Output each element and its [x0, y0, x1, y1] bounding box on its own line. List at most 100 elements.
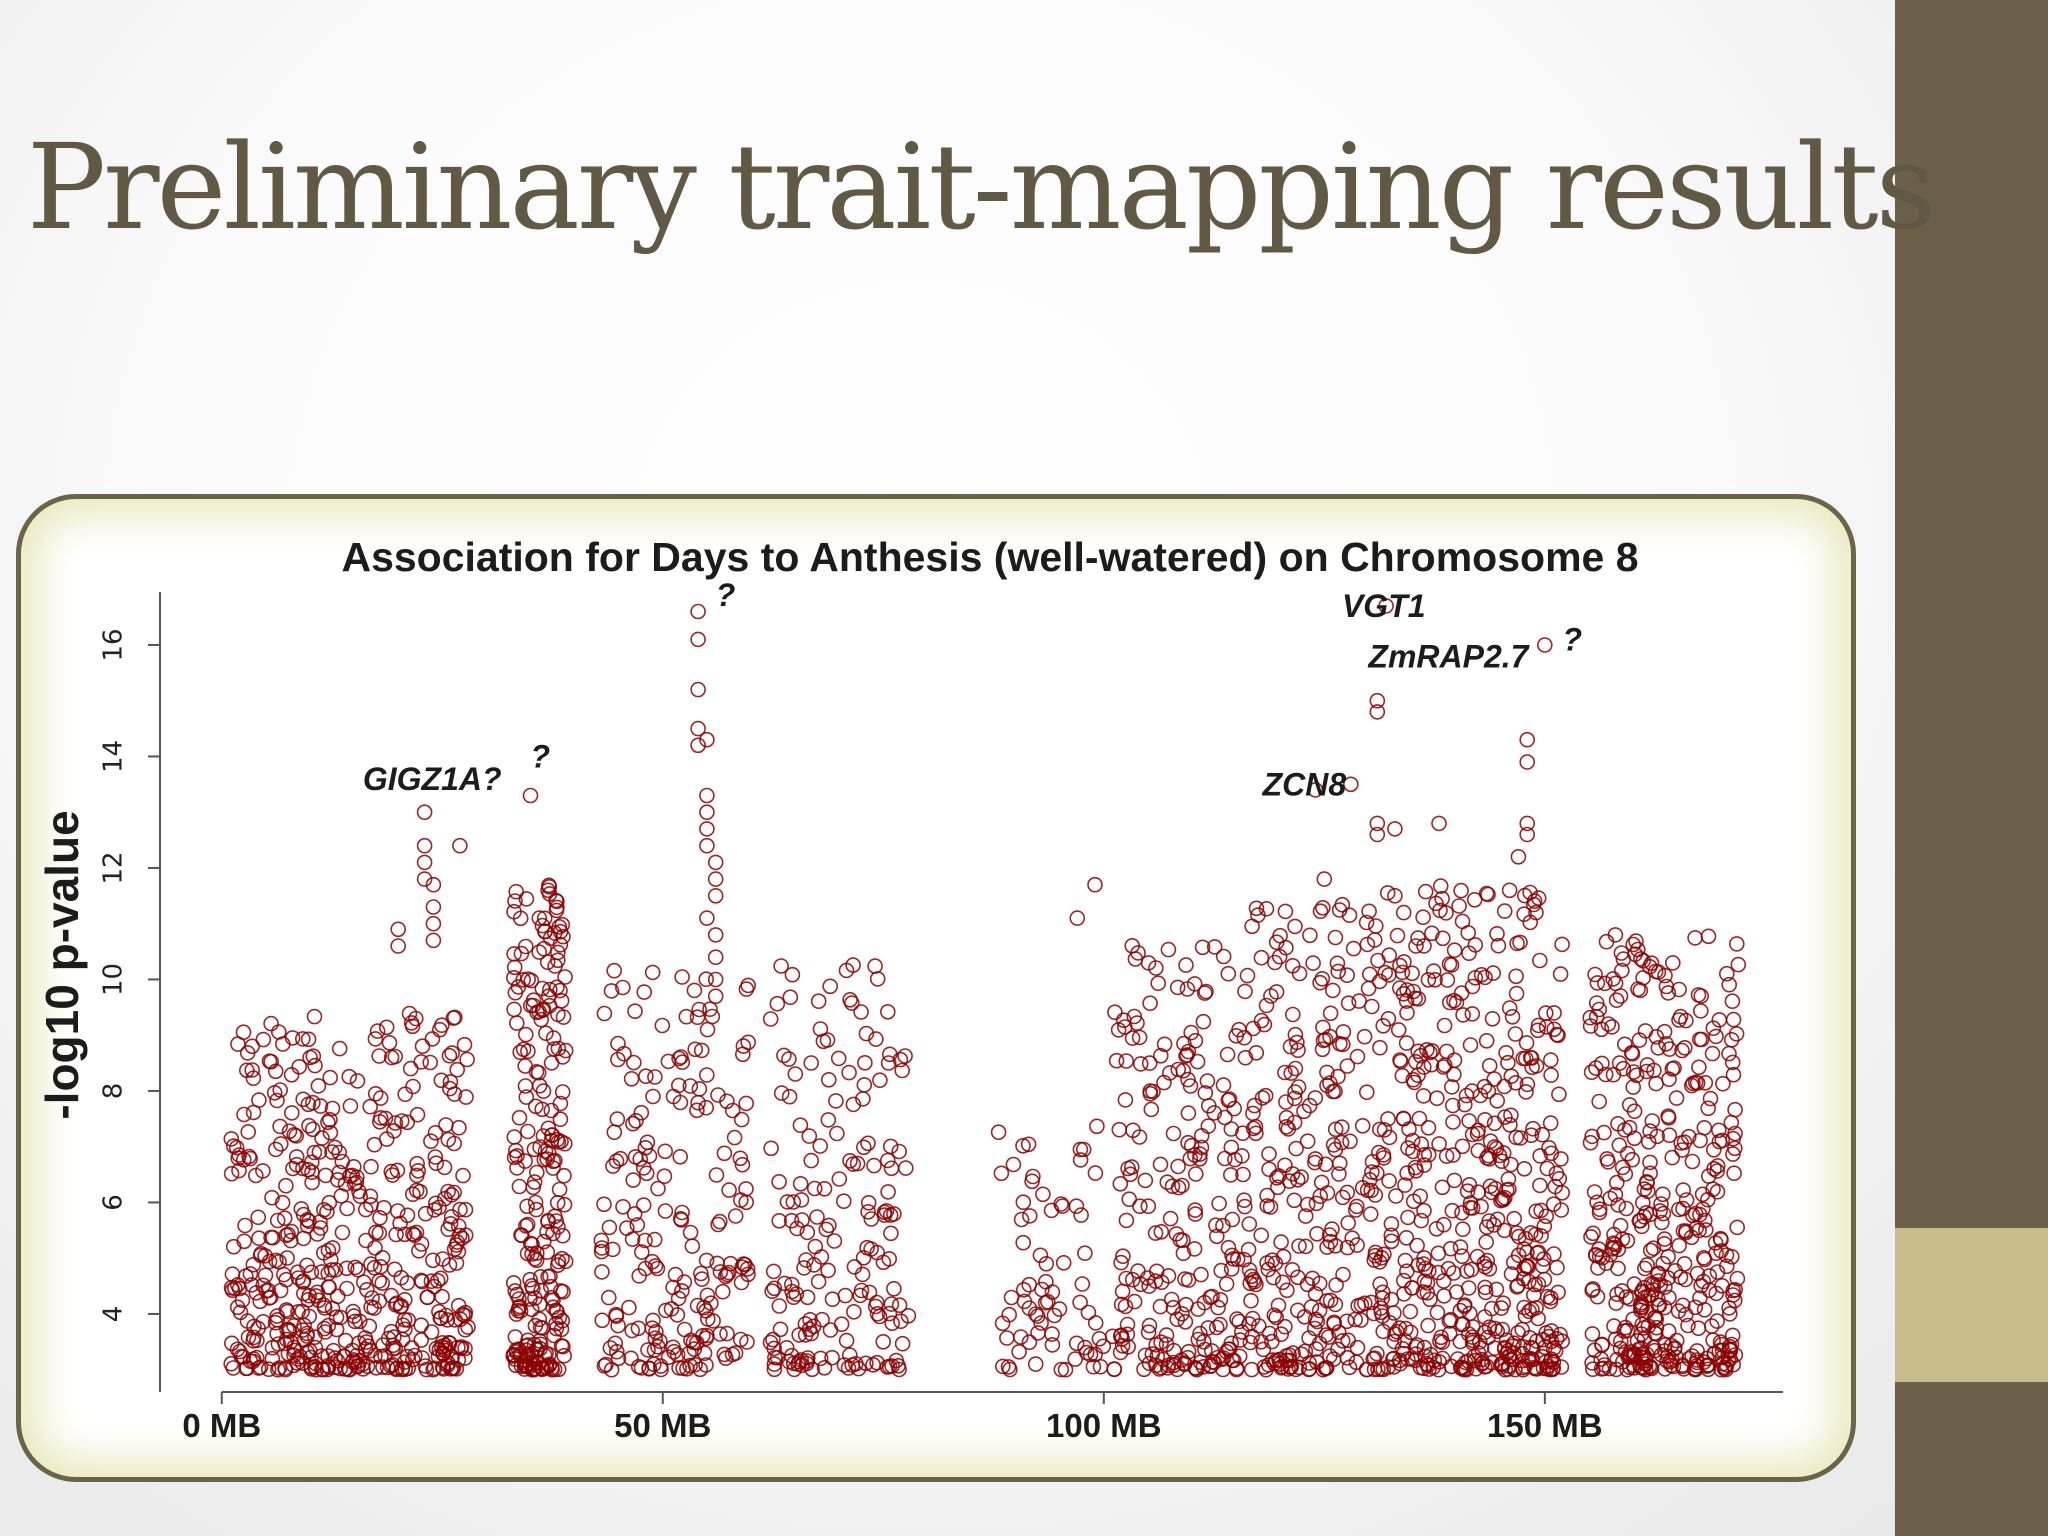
data-point [1533, 1228, 1549, 1244]
data-point [1437, 1057, 1453, 1073]
data-point [1288, 1140, 1304, 1157]
data-point [1708, 1028, 1724, 1045]
data-point [390, 921, 407, 938]
data-point [272, 1136, 289, 1152]
data-point [1068, 1335, 1085, 1352]
data-point [1137, 1172, 1154, 1189]
data-point [1518, 1035, 1535, 1051]
data-point [390, 938, 407, 954]
data-point [781, 1051, 797, 1067]
data-point [598, 1356, 614, 1373]
chart-frame [16, 494, 1856, 1482]
data-point [527, 1194, 544, 1211]
data-point [1245, 1120, 1262, 1137]
data-point [1315, 899, 1331, 916]
data-point [275, 1266, 292, 1283]
side-accent-block [1895, 1228, 2048, 1382]
annotation-label: ? [716, 577, 736, 613]
data-point [1648, 1029, 1665, 1045]
data-point [1444, 1202, 1461, 1219]
data-point [1647, 1309, 1664, 1325]
data-point [269, 1092, 285, 1109]
data-point [1335, 1024, 1352, 1040]
data-point [1454, 1248, 1470, 1264]
data-point [1210, 1299, 1226, 1316]
data-point [400, 1312, 417, 1328]
data-point [699, 910, 715, 926]
data-point [1593, 1361, 1610, 1377]
data-point [1717, 1359, 1733, 1376]
data-point [690, 631, 706, 648]
data-point [1433, 1329, 1449, 1346]
data-point [1641, 1358, 1658, 1374]
data-point [699, 787, 715, 804]
data-point [328, 1309, 345, 1325]
data-point [764, 1283, 781, 1299]
data-point [320, 1348, 336, 1364]
data-point [1342, 1133, 1358, 1150]
data-point [1073, 1207, 1089, 1223]
data-point [1266, 1307, 1283, 1324]
data-point [1228, 1028, 1244, 1044]
data-point [302, 1049, 318, 1066]
data-point [1386, 1359, 1402, 1375]
data-point [646, 1231, 663, 1248]
data-point [1118, 1053, 1134, 1069]
data-point [1363, 1294, 1380, 1311]
data-point [393, 1113, 410, 1129]
data-point [1044, 1326, 1060, 1342]
y-tick-label: 14 [99, 740, 129, 773]
data-point [891, 1143, 908, 1160]
data-point [1379, 885, 1396, 901]
data-point [812, 1021, 829, 1037]
data-point [1192, 1325, 1208, 1342]
data-point [408, 1167, 425, 1184]
data-point [331, 1040, 348, 1057]
data-point [246, 1329, 262, 1346]
data-point [732, 1150, 749, 1167]
data-point [1153, 1334, 1169, 1350]
data-point [543, 1102, 560, 1119]
data-point [1519, 754, 1535, 770]
data-point [553, 992, 570, 1009]
data-point [1445, 1147, 1461, 1163]
data-point [1589, 975, 1606, 991]
data-point [1241, 1316, 1257, 1332]
data-point [603, 983, 620, 999]
data-point [1612, 988, 1629, 1004]
data-point [231, 1280, 248, 1297]
data-point [855, 1091, 871, 1107]
data-point [526, 1174, 543, 1190]
data-point [1188, 1361, 1205, 1378]
data-point [324, 1240, 341, 1256]
data-point [1188, 1166, 1204, 1182]
data-point [381, 1035, 398, 1051]
data-point [1416, 1273, 1433, 1289]
data-point [853, 1282, 870, 1299]
data-point [1415, 909, 1431, 926]
data-point [515, 1041, 532, 1058]
data-point [1356, 1028, 1373, 1045]
data-point [1237, 983, 1253, 1000]
data-point [1478, 1033, 1495, 1049]
data-point [884, 1315, 901, 1331]
data-point [1397, 1177, 1413, 1193]
data-point [1602, 1246, 1619, 1263]
data-point [699, 821, 715, 837]
data-point [402, 1060, 419, 1077]
data-point [1327, 1121, 1344, 1138]
data-point [554, 1250, 570, 1267]
data-point [458, 1089, 474, 1105]
data-point [858, 1025, 875, 1042]
annotation-label: GIGZ1A? [363, 761, 502, 797]
data-point [294, 1031, 311, 1047]
data-point [1628, 1067, 1645, 1084]
data-point [238, 1268, 254, 1284]
data-point [1219, 1046, 1236, 1063]
data-point [1315, 1361, 1331, 1378]
data-point [374, 1275, 391, 1291]
data-point [1656, 1236, 1673, 1252]
data-point [451, 1227, 468, 1244]
data-point [1628, 933, 1644, 949]
data-point [1215, 1077, 1232, 1093]
